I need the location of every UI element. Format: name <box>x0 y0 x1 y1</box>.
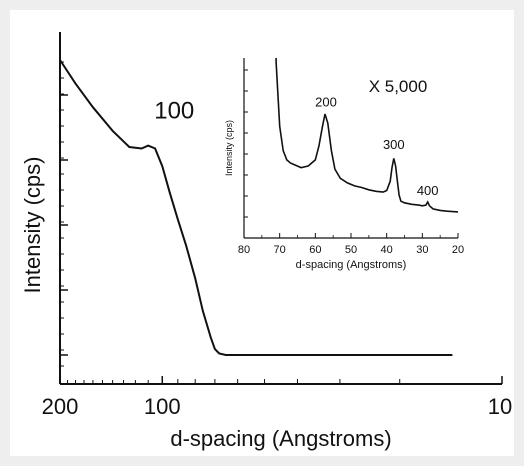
inset-y-ticks <box>244 69 248 218</box>
inset-x-tick-label: 60 <box>309 244 321 256</box>
inset-multiplier-label: X 5,000 <box>369 77 428 96</box>
main-plot-frame <box>59 32 502 385</box>
main-x-tick-label: 100 <box>144 394 181 419</box>
figure-panel: 200 100 10 100 d-spacing (Angstroms) Inten… <box>10 10 514 456</box>
main-peak-label-100: 100 <box>154 98 194 125</box>
inset-x-tick-label: 40 <box>381 244 393 256</box>
inset-x-tick-label: 70 <box>274 244 286 256</box>
inset-peak-label: 300 <box>383 137 405 152</box>
inset-x-tick-label: 50 <box>345 244 357 256</box>
inset-peak-label: 200 <box>315 94 337 109</box>
inset-x-tick-label: 80 <box>238 244 250 256</box>
inset-x-ticks: 80 70 60 50 40 30 20 <box>238 233 464 256</box>
inset-x-tick-label: 30 <box>416 244 428 256</box>
main-y-axis-label: Intensity (cps) <box>20 157 45 294</box>
inset-y-axis-label: Intensity (cps) <box>224 120 234 176</box>
inset-peak-labels: 200 300 400 <box>315 94 438 198</box>
xrd-chart: 200 100 10 100 d-spacing (Angstroms) Inten… <box>20 32 512 451</box>
main-series-line <box>59 59 453 356</box>
main-x-tick-label: 200 <box>42 394 79 419</box>
main-x-tick-label: 10 <box>488 394 512 419</box>
inset-x-tick-label: 20 <box>452 244 464 256</box>
main-x-ticks: 200 100 10 <box>42 376 512 419</box>
inset-peak-label: 400 <box>417 183 439 198</box>
inset-series-line <box>275 58 459 213</box>
main-y-ticks <box>60 61 68 367</box>
main-x-axis-label: d-spacing (Angstroms) <box>170 426 391 451</box>
inset-x-axis-label: d-spacing (Angstroms) <box>296 259 407 271</box>
